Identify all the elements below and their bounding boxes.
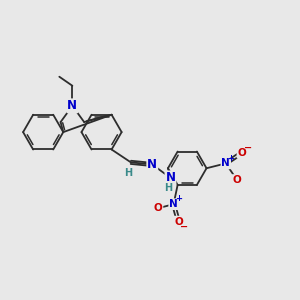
Text: H: H bbox=[164, 183, 172, 193]
Text: O: O bbox=[174, 217, 183, 226]
Text: N: N bbox=[68, 99, 77, 112]
Text: O: O bbox=[154, 203, 163, 213]
Text: N: N bbox=[166, 171, 176, 184]
Text: N: N bbox=[221, 158, 230, 168]
Text: N: N bbox=[147, 158, 157, 171]
Text: H: H bbox=[124, 168, 132, 178]
Text: −: − bbox=[244, 143, 252, 153]
Text: N: N bbox=[169, 199, 178, 209]
Text: O: O bbox=[238, 148, 246, 158]
Text: +: + bbox=[227, 154, 234, 163]
Text: −: − bbox=[180, 221, 188, 231]
Text: +: + bbox=[175, 194, 182, 203]
Text: O: O bbox=[233, 175, 242, 185]
